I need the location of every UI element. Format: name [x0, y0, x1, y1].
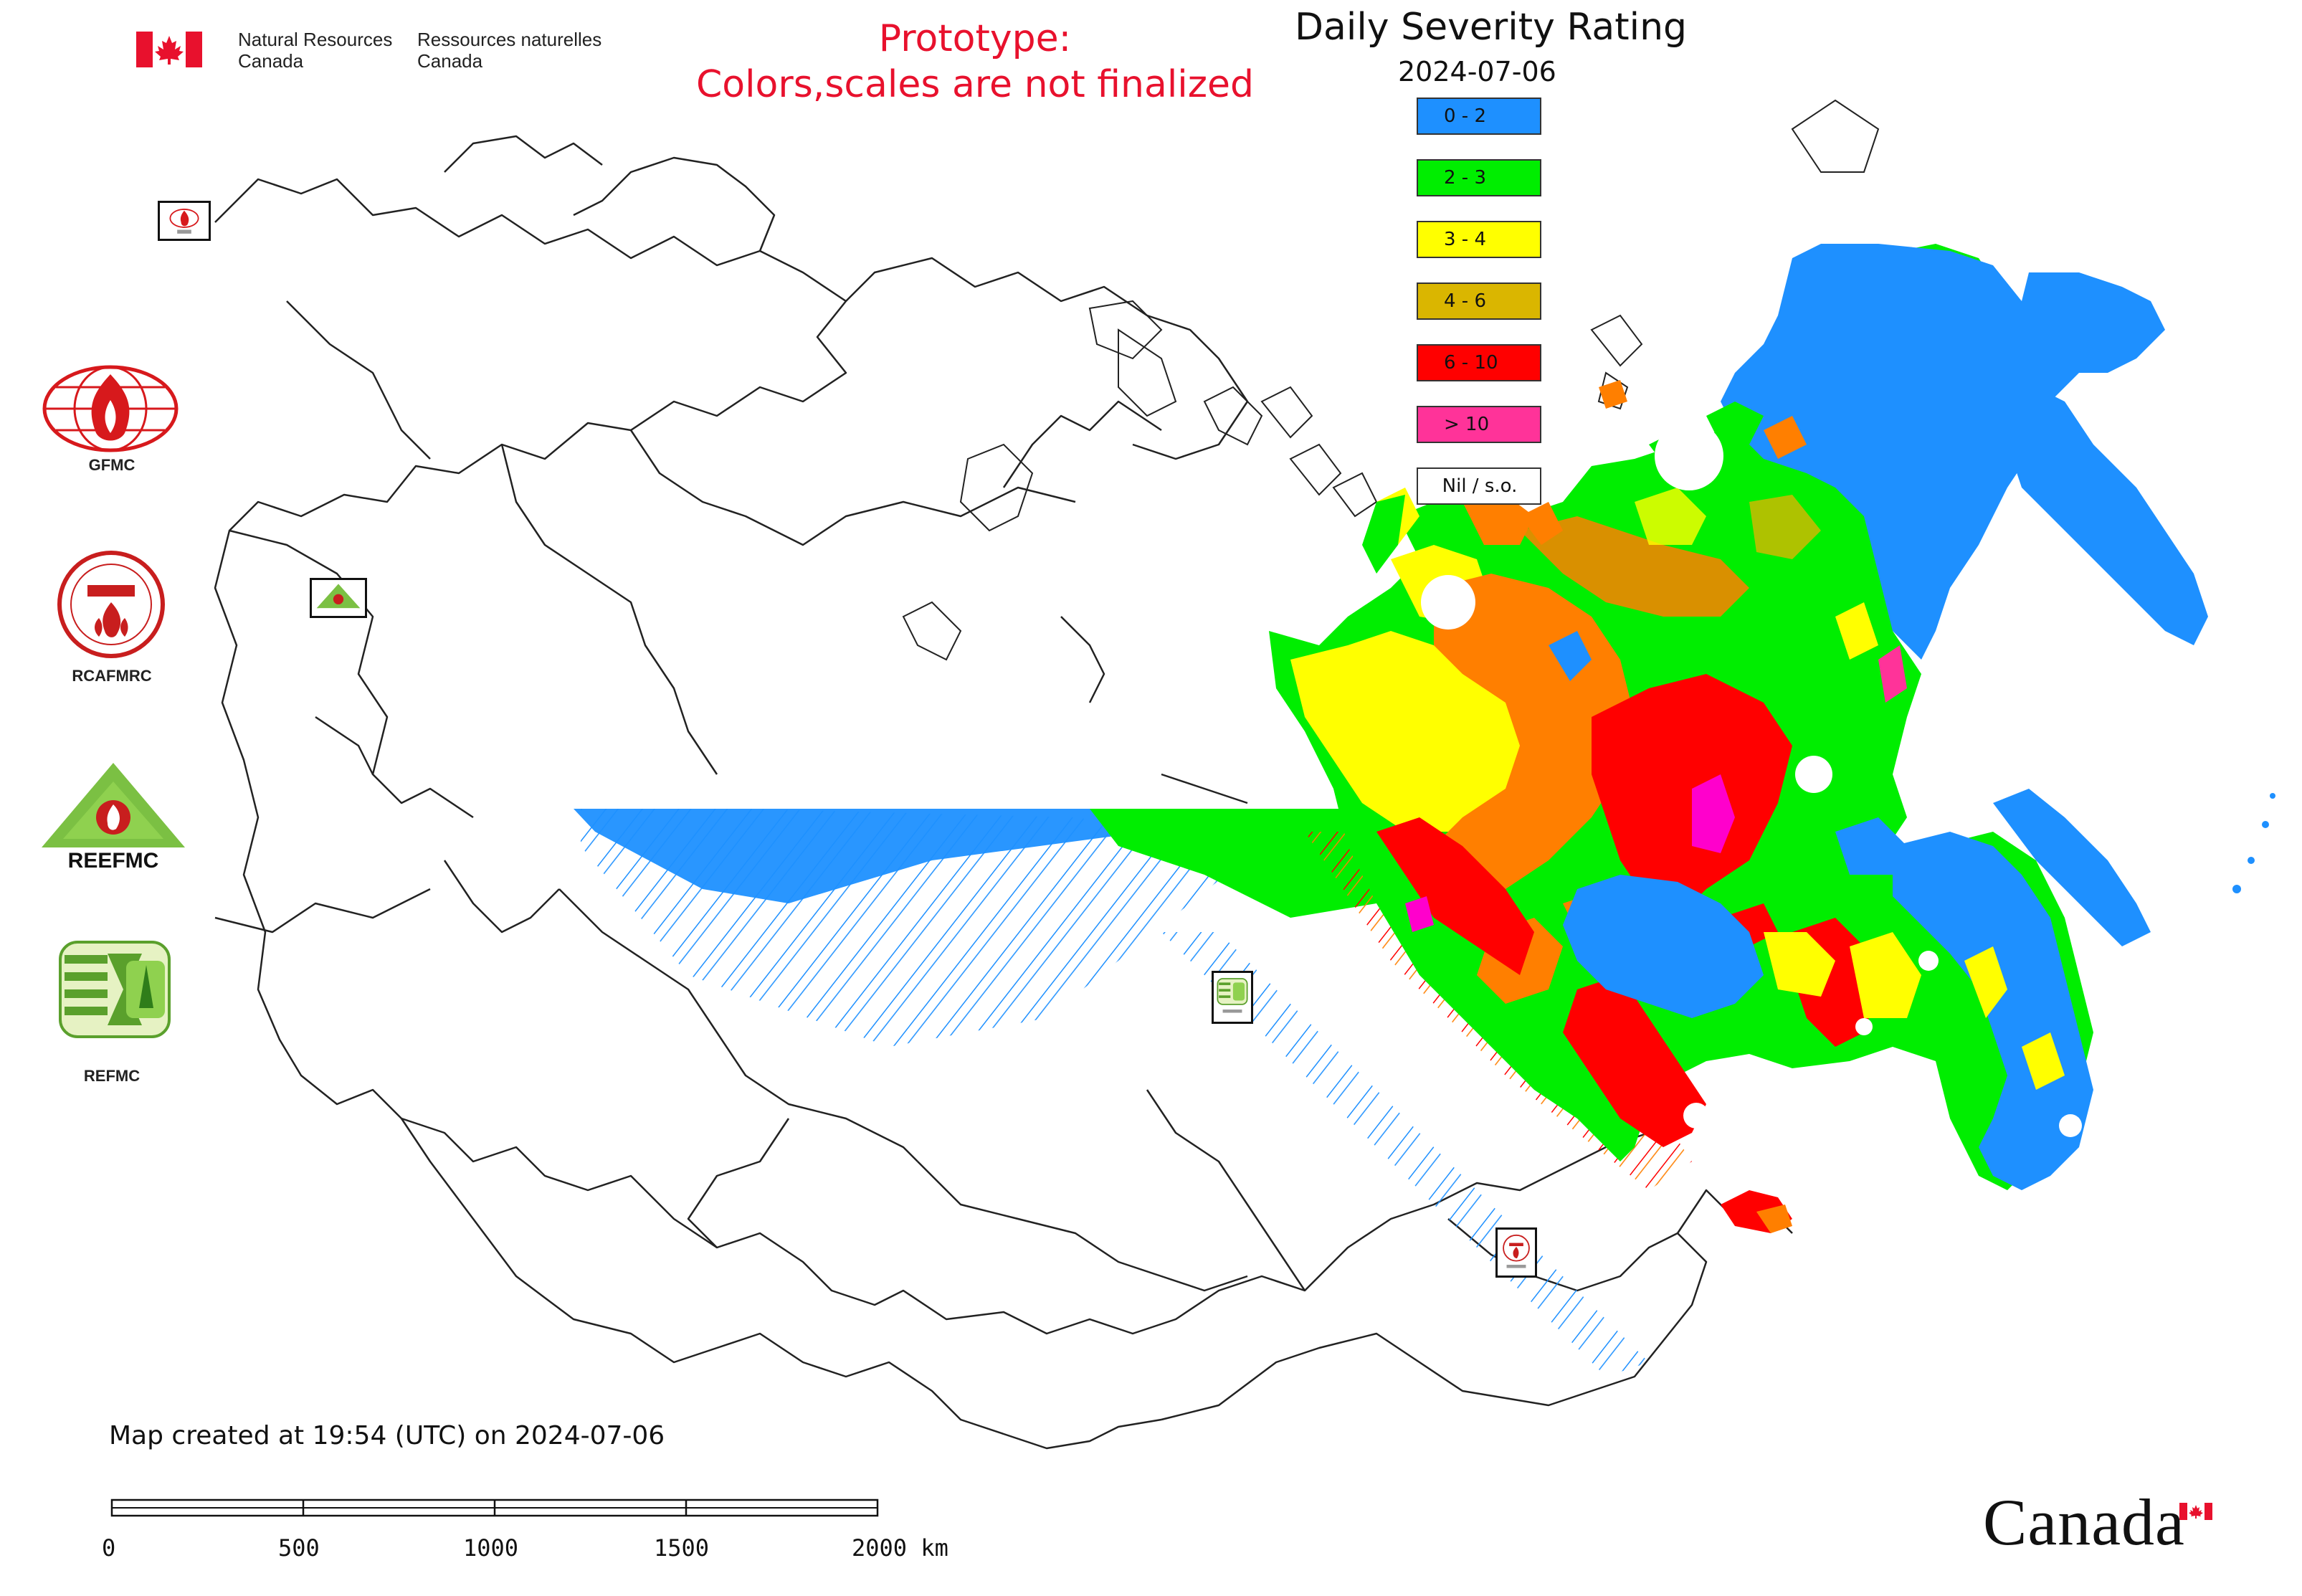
rcafmrc-logo-icon — [57, 551, 165, 658]
legend-item-2-3: 2 - 3 — [1417, 159, 1541, 196]
map-title: Daily Severity Rating — [1295, 6, 1688, 49]
legend-item-gt-10: > 10 — [1417, 406, 1541, 443]
scale-tick-500: 500 — [278, 1534, 320, 1562]
map-legend: 0 - 2 2 - 3 3 - 4 4 - 6 6 - 10 > 10 Nil … — [1417, 98, 1546, 505]
reefmc-map-marker-icon — [310, 578, 367, 618]
gfmc-logo-icon — [42, 365, 179, 452]
map-date: 2024-07-06 — [1398, 56, 1556, 87]
scale-bar — [110, 1498, 879, 1517]
refmc-logo-icon — [59, 941, 171, 1038]
legend-item-6-10: 6 - 10 — [1417, 344, 1541, 381]
legend-item-nil: Nil / s.o. — [1417, 467, 1541, 505]
gfmc-map-marker-icon — [158, 201, 211, 241]
refmc-map-marker-icon — [1212, 971, 1253, 1024]
streak-band-green — [1090, 809, 1376, 918]
canada-flag-icon — [136, 32, 202, 67]
legend-item-0-2: 0 - 2 — [1417, 98, 1541, 135]
rcafmrc-map-marker-icon — [1495, 1227, 1537, 1278]
reefmc-wordmark: REEFMC — [68, 849, 159, 873]
rcafmrc-label: RCAFMRC — [72, 667, 152, 685]
reefmc-logo-icon: REEFMC — [42, 763, 185, 873]
refmc-label: REFMC — [83, 1067, 141, 1085]
scale-tick-1500: 1500 — [654, 1534, 710, 1562]
scale-tick-0: 0 — [102, 1534, 116, 1562]
map-created-timestamp: Map created at 19:54 (UTC) on 2024-07-06 — [109, 1421, 665, 1450]
canada-wordmark: Canada — [1983, 1486, 2185, 1559]
department-name-fr: Ressources naturelles Canada — [417, 29, 602, 72]
streak-band-blue-west — [574, 809, 1204, 903]
legend-item-4-6: 4 - 6 — [1417, 282, 1541, 320]
severity-coverage — [1269, 244, 2275, 1233]
scale-tick-2000-km: 2000 km — [852, 1534, 948, 1562]
prototype-notice: Prototype: Colors,scales are not finaliz… — [695, 17, 1255, 106]
legend-item-3-4: 3 - 4 — [1417, 221, 1541, 258]
canada-wordmark-flag-icon — [2179, 1503, 2212, 1520]
gfmc-label: GFMC — [88, 456, 135, 474]
department-name-en: Natural Resources Canada — [238, 29, 393, 72]
scale-tick-1000: 1000 — [463, 1534, 519, 1562]
